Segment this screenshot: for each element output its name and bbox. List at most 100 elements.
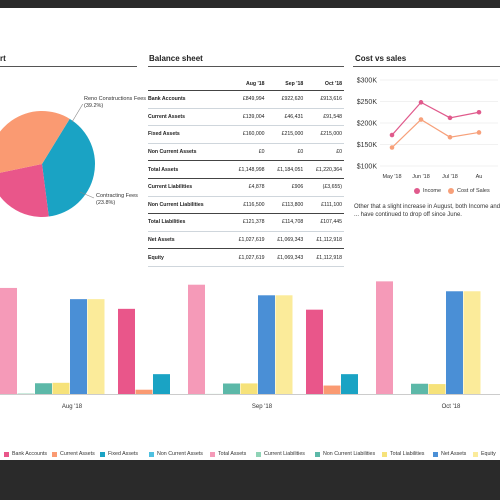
x-tick-label: May '18 <box>382 174 401 180</box>
table-row-total-liabilities: Total Liabilities £121,378 £114,708 £107,44… <box>148 213 344 232</box>
legend-total-liabilities[interactable]: Total Liabilities <box>382 451 424 457</box>
bar-non-current-liabilities-sep-18[interactable] <box>223 383 240 394</box>
table-cell: £1,112,918 <box>305 248 344 267</box>
legend-cost-of-sales-swatch <box>448 188 454 194</box>
legend-swatch <box>149 451 154 457</box>
legend-label: Non Current Assets <box>157 451 203 457</box>
bar-current-assets-oct-18[interactable] <box>323 385 341 394</box>
row-label: Equity <box>148 248 228 267</box>
legend-total-assets[interactable]: Total Assets <box>210 451 246 457</box>
legend-income-swatch <box>414 188 420 194</box>
data-point-cost-of-sales[interactable] <box>476 130 482 135</box>
cost-vs-sales-title-rule <box>353 66 500 67</box>
bar-total-assets-aug-18[interactable] <box>0 287 17 394</box>
table-row-fixed-assets: Fixed Assets £160,000 £215,000 £215,000 <box>148 125 344 144</box>
bar-bank-accounts-oct-18[interactable] <box>306 309 323 394</box>
data-point-cost-of-sales[interactable] <box>418 117 424 122</box>
table-cell: £160,000 <box>227 125 267 144</box>
pie-slice-reno-constructions-fees[interactable] <box>42 118 96 217</box>
legend-fixed-assets[interactable]: Fixed Assets <box>100 451 138 457</box>
table-cell: £113,800 <box>266 196 306 215</box>
bar-bank-accounts-sep-18[interactable] <box>118 308 135 394</box>
legend-current-liabilities[interactable]: Current Liabilities <box>256 451 305 457</box>
legend-swatch <box>315 451 320 457</box>
table-cell: £215,000 <box>305 125 344 144</box>
cost-vs-sales-chart: $100K $150K $200K $250K $300K May '18 Jun '18 J… <box>357 78 498 180</box>
legend-label: Non Current Liabilities <box>323 451 376 457</box>
table-cell: £4,878 <box>227 178 267 197</box>
legend-income[interactable]: Income <box>414 188 441 194</box>
bar-total-assets-sep-18[interactable] <box>188 284 205 394</box>
legend-swatch <box>4 451 9 457</box>
table-cell: £1,069,343 <box>266 231 306 250</box>
legend-label: Current Assets <box>60 451 95 457</box>
table-header-blank <box>148 78 228 91</box>
bar-net-assets-aug-18[interactable] <box>70 299 87 394</box>
row-label: Bank Accounts <box>148 90 228 109</box>
bar-net-assets-sep-18[interactable] <box>258 295 275 394</box>
balance-sheet-title: Balance sheet <box>149 54 203 63</box>
bar-equity-aug-18[interactable] <box>87 299 105 394</box>
pie-slice-other[interactable] <box>0 111 70 175</box>
bar-equity-sep-18[interactable] <box>275 295 293 394</box>
table-header-aug: Aug '18 <box>227 78 267 91</box>
row-label: Current Assets <box>148 108 228 127</box>
table-cell: £913,616 <box>305 90 344 109</box>
bar-fixed-assets-sep-18[interactable] <box>153 374 170 394</box>
bar-equity-oct-18[interactable] <box>463 291 481 394</box>
data-point-income[interactable] <box>447 115 453 121</box>
legend-swatch <box>210 451 215 457</box>
legend-non-current-liabilities[interactable]: Non Current Liabilities <box>315 451 375 457</box>
table-row-current-liabilities: Current Liabilities £4,878 £906 (£3,655) <box>148 178 344 197</box>
legend-swatch <box>382 451 387 457</box>
table-row-bank-accounts: Bank Accounts £849,994 £922,620 £913,616 <box>148 90 344 109</box>
bar-non-current-liabilities-oct-18[interactable] <box>411 383 428 394</box>
legend-swatch <box>256 451 261 457</box>
data-point-income[interactable] <box>389 132 395 138</box>
legend-label: Current Liabilities <box>264 451 305 457</box>
table-cell: £111,100 <box>305 196 344 215</box>
series-line-income <box>391 101 480 136</box>
legend-non-current-assets[interactable]: Non Current Assets <box>149 451 203 457</box>
bar-total-liabilities-aug-18[interactable] <box>52 382 70 394</box>
bar-total-assets-oct-18[interactable] <box>376 281 393 394</box>
balance-sheet-table: Aug '18 Sep '18 Oct '18 Bank Accounts £84… <box>148 78 344 267</box>
bar-total-liabilities-sep-18[interactable] <box>240 383 258 394</box>
pie-label-contracting-pct: (23.8%) <box>96 200 116 206</box>
bar-current-assets-sep-18[interactable] <box>135 389 153 394</box>
bar-fixed-assets-oct-18[interactable] <box>341 374 358 394</box>
legend-swatch <box>100 451 105 457</box>
pie-label-contracting: Contracting Fees (23.8%) <box>96 193 138 207</box>
row-label: Fixed Assets <box>148 125 228 144</box>
bar-total-liabilities-oct-18[interactable] <box>428 384 446 394</box>
pie-slice-contracting-fees[interactable] <box>0 164 49 217</box>
bar-net-assets-oct-18[interactable] <box>446 291 463 394</box>
table-header-row: Aug '18 Sep '18 Oct '18 <box>148 78 344 91</box>
cost-vs-sales-note: Other that a slight increase in August, … <box>354 204 500 218</box>
legend-label: Equity <box>481 451 496 457</box>
legend-income-label: Income <box>423 188 442 194</box>
y-tick-label: $300K <box>357 78 378 85</box>
data-point-cost-of-sales[interactable] <box>389 145 395 150</box>
y-tick-label: $150K <box>357 142 378 149</box>
data-point-income[interactable] <box>418 100 424 105</box>
table-cell: £922,620 <box>266 90 306 109</box>
table-cell: £849,994 <box>227 90 267 109</box>
row-label: Non Current Liabilities <box>148 196 228 215</box>
row-label: Non Current Assets <box>148 143 228 162</box>
legend-bank-accounts[interactable]: Bank Accounts <box>4 451 47 457</box>
table-cell: £215,000 <box>266 125 306 144</box>
balance-bar-chart: Aug '18 Sep '18 Oct '18 <box>0 281 500 410</box>
legend-equity[interactable]: Equity <box>473 451 496 457</box>
data-point-income[interactable] <box>476 109 482 115</box>
table-cell: £1,069,343 <box>266 248 306 267</box>
legend-net-assets[interactable]: Net Assets <box>433 451 466 457</box>
y-tick-label: $200K <box>357 121 378 128</box>
legend-label: Total Assets <box>218 451 247 457</box>
data-point-cost-of-sales[interactable] <box>447 134 453 140</box>
legend-cost-of-sales[interactable]: Cost of Sales <box>448 188 490 194</box>
bar-non-current-liabilities-aug-18[interactable] <box>35 383 52 394</box>
legend-current-assets[interactable]: Current Assets <box>52 451 95 457</box>
table-cell: £0 <box>266 143 306 162</box>
pie-label-reno-pct: (39.2%) <box>84 103 104 109</box>
